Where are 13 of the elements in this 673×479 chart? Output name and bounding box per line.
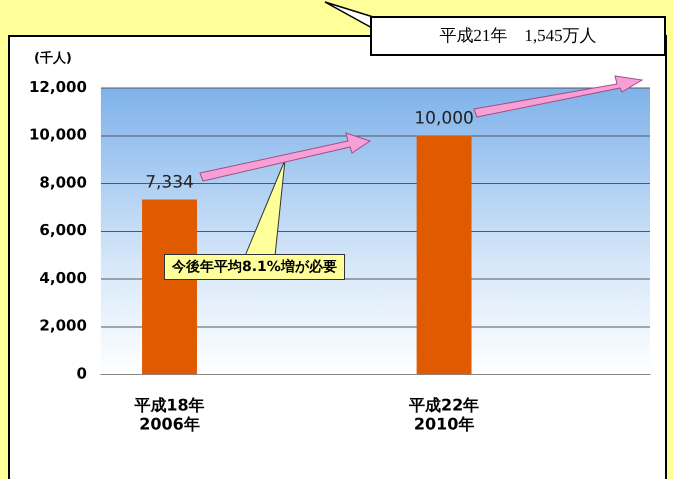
- y-tick-label: 0: [76, 364, 87, 382]
- y-axis-title: (千人): [34, 50, 72, 66]
- y-tick-label: 4,000: [39, 268, 87, 287]
- x-tick-label: 平成18年 2006年: [133, 395, 205, 434]
- y-tick-label: 2,000: [39, 316, 87, 335]
- text: 平成21年 1,545万人: [370, 16, 666, 56]
- x-tick-label: 平成22年 2010年: [408, 395, 480, 434]
- y-tick-label: 8,000: [39, 173, 87, 192]
- y-tick-label: 10,000: [28, 126, 87, 144]
- y-tick-label: 6,000: [39, 221, 87, 240]
- data-label: 10,000: [414, 108, 474, 129]
- annotation: 今後年平均8.1%増が必要: [164, 254, 345, 280]
- y-tick-label: 12,000: [28, 78, 87, 96]
